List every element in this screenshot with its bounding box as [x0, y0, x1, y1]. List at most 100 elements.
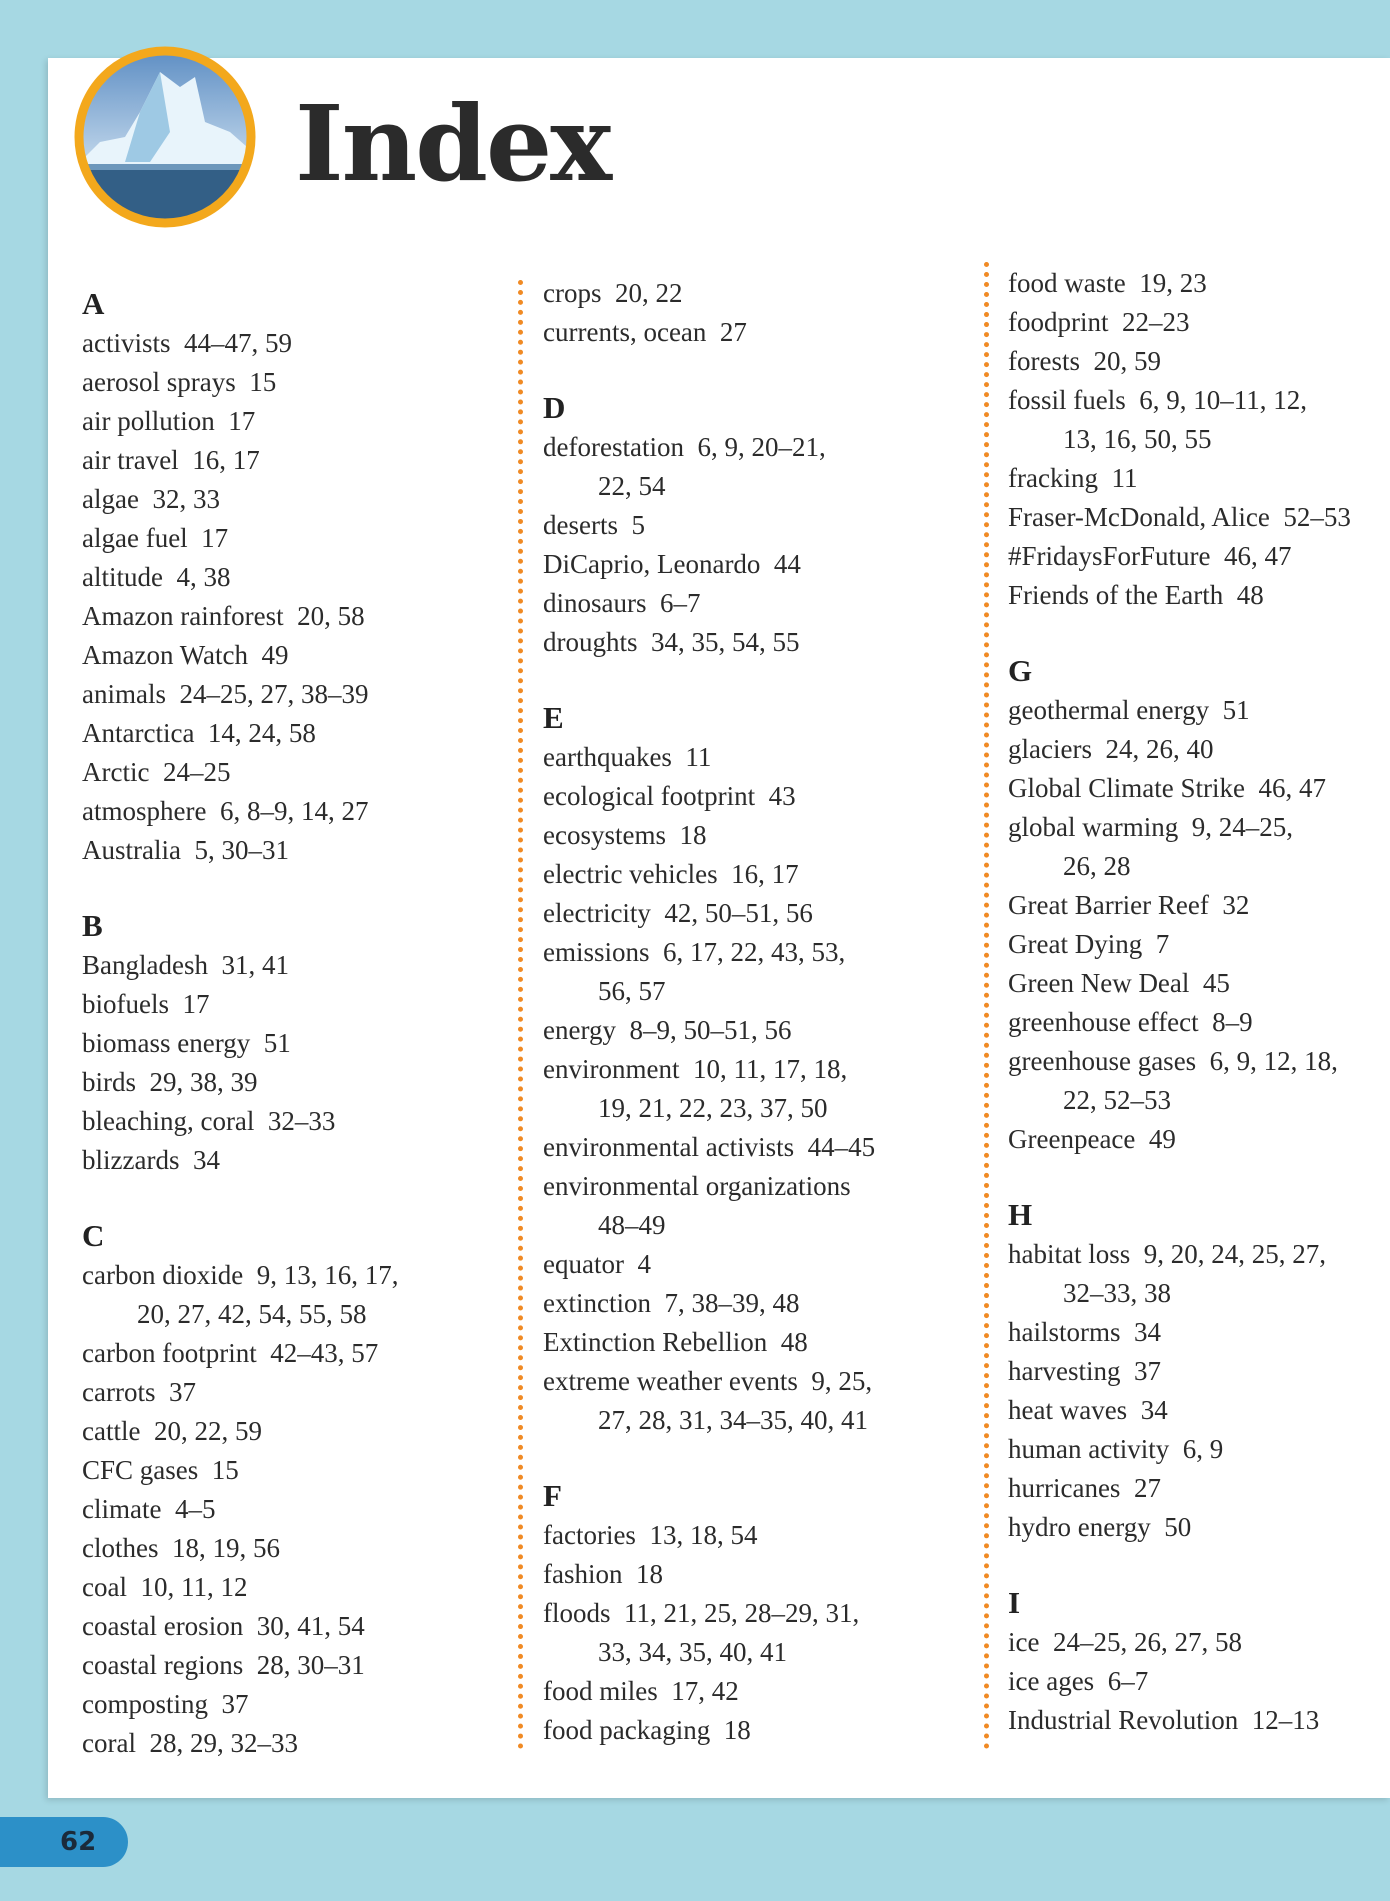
entry-continuation: 22, 52–53: [1063, 1085, 1171, 1115]
entry-continuation: 56, 57: [598, 976, 666, 1006]
index-entry: Amazon rainforest 20, 58: [82, 597, 398, 636]
entry-line: blizzards 34: [82, 1145, 220, 1175]
entry-line: fracking 11: [1008, 463, 1138, 493]
entry-line: carrots 37: [82, 1377, 196, 1407]
index-entry: coal 10, 11, 12: [82, 1568, 398, 1607]
entry-line: clothes 18, 19, 56: [82, 1533, 280, 1563]
entry-line: fossil fuels 6, 9, 10–11, 12,: [1008, 385, 1307, 415]
entry-line: Great Dying 7: [1008, 929, 1170, 959]
entry-line: Bangladesh 31, 41: [82, 950, 289, 980]
index-entry: altitude 4, 38: [82, 558, 398, 597]
column-divider: [518, 280, 523, 1750]
index-entry: food miles 17, 42: [543, 1672, 875, 1711]
entry-line: earthquakes 11: [543, 742, 712, 772]
entry-line: hydro energy 50: [1008, 1512, 1192, 1542]
index-entry: algae fuel 17: [82, 519, 398, 558]
index-entry: biofuels 17: [82, 985, 398, 1024]
entry-continuation: 13, 16, 50, 55: [1063, 424, 1212, 454]
section-letter: I: [1008, 1585, 1021, 1620]
index-entry: Great Barrier Reef 32: [1008, 886, 1351, 925]
entry-line: glaciers 24, 26, 40: [1008, 734, 1214, 764]
index-entry: human activity 6, 9: [1008, 1430, 1351, 1469]
index-entry: cattle 20, 22, 59: [82, 1412, 398, 1451]
entry-continuation: 32–33, 38: [1063, 1278, 1171, 1308]
index-entry: birds 29, 38, 39: [82, 1063, 398, 1102]
entry-line: ice 24–25, 26, 27, 58: [1008, 1627, 1242, 1657]
entry-line: food waste 19, 23: [1008, 268, 1207, 298]
entry-line: energy 8–9, 50–51, 56: [543, 1015, 792, 1045]
entry-line: crops 20, 22: [543, 278, 683, 308]
entry-line: atmosphere 6, 8–9, 14, 27: [82, 796, 369, 826]
entry-line: coastal regions 28, 30–31: [82, 1650, 365, 1680]
entry-line: ecosystems 18: [543, 820, 707, 850]
entry-line: human activity 6, 9: [1008, 1434, 1224, 1464]
entry-line: DiCaprio, Leonardo 44: [543, 549, 801, 579]
index-entry: blizzards 34: [82, 1141, 398, 1180]
index-entry: glaciers 24, 26, 40: [1008, 730, 1351, 769]
index-entry: heat waves 34: [1008, 1391, 1351, 1430]
section-letter: D: [543, 390, 566, 425]
entry-line: Great Barrier Reef 32: [1008, 890, 1250, 920]
section-letter: C: [82, 1218, 105, 1253]
index-entry: environmental activists 44–45: [543, 1128, 875, 1167]
entry-line: electric vehicles 16, 17: [543, 859, 799, 889]
entry-continuation: 26, 28: [1063, 851, 1131, 881]
entry-line: heat waves 34: [1008, 1395, 1168, 1425]
entry-line: forests 20, 59: [1008, 346, 1161, 376]
index-entry: Industrial Revolution 12–13: [1008, 1701, 1351, 1740]
index-entry: fashion 18: [543, 1555, 875, 1594]
index-entry: Australia 5, 30–31: [82, 831, 398, 870]
index-entry: fracking 11: [1008, 459, 1351, 498]
index-entry: electric vehicles 16, 17: [543, 855, 875, 894]
index-entry: carbon dioxide 9, 13, 16, 17, 20, 27, 42,…: [82, 1256, 398, 1334]
index-entry: #FridaysForFuture 46, 47: [1008, 537, 1351, 576]
entry-line: electricity 42, 50–51, 56: [543, 898, 813, 928]
entry-line: floods 11, 21, 25, 28–29, 31,: [543, 1598, 860, 1628]
index-entry: Friends of the Earth 48: [1008, 576, 1351, 615]
entry-line: extinction 7, 38–39, 48: [543, 1288, 800, 1318]
entry-line: currents, ocean 27: [543, 317, 747, 347]
index-entry: CFC gases 15: [82, 1451, 398, 1490]
index-entry: harvesting 37: [1008, 1352, 1351, 1391]
entry-line: food packaging 18: [543, 1715, 751, 1745]
index-entry: environment 10, 11, 17, 18, 19, 21, 22, 2…: [543, 1050, 875, 1128]
index-entry: food packaging 18: [543, 1711, 875, 1750]
index-entry: Antarctica 14, 24, 58: [82, 714, 398, 753]
entry-continuation: 22, 54: [598, 471, 666, 501]
index-entry: activists 44–47, 59: [82, 324, 398, 363]
entry-line: foodprint 22–23: [1008, 307, 1190, 337]
index-entry: DiCaprio, Leonardo 44: [543, 545, 875, 584]
index-entry: coral 28, 29, 32–33: [82, 1724, 398, 1763]
index-entry: bleaching, coral 32–33: [82, 1102, 398, 1141]
section-letter: G: [1008, 653, 1033, 688]
entry-continuation: 27, 28, 31, 34–35, 40, 41: [598, 1405, 868, 1435]
index-entry: greenhouse gases 6, 9, 12, 18, 22, 52–53: [1008, 1042, 1351, 1120]
index-entry: factories 13, 18, 54: [543, 1516, 875, 1555]
entry-line: #FridaysForFuture 46, 47: [1008, 541, 1292, 571]
index-entry: air pollution 17: [82, 402, 398, 441]
index-entry: food waste 19, 23: [1008, 264, 1351, 303]
entry-line: coastal erosion 30, 41, 54: [82, 1611, 365, 1641]
index-entry: Arctic 24–25: [82, 753, 398, 792]
entry-line: Australia 5, 30–31: [82, 835, 289, 865]
entry-continuation: 19, 21, 22, 23, 37, 50: [598, 1093, 828, 1123]
entry-line: greenhouse effect 8–9: [1008, 1007, 1253, 1037]
entry-line: activists 44–47, 59: [82, 328, 292, 358]
index-entry: geothermal energy 51: [1008, 691, 1351, 730]
iceberg-icon: [74, 46, 256, 228]
entry-line: composting 37: [82, 1689, 249, 1719]
entry-line: Industrial Revolution 12–13: [1008, 1705, 1320, 1735]
index-entry: aerosol sprays 15: [82, 363, 398, 402]
index-entry: Green New Deal 45: [1008, 964, 1351, 1003]
page-title: Index: [295, 82, 612, 205]
column-divider: [984, 262, 989, 1750]
entry-line: deforestation 6, 9, 20–21,: [543, 432, 826, 462]
index-entry: algae 32, 33: [82, 480, 398, 519]
entry-line: factories 13, 18, 54: [543, 1520, 758, 1550]
index-entry: dinosaurs 6–7: [543, 584, 875, 623]
index-entry: ice ages 6–7: [1008, 1662, 1351, 1701]
page-number: 62: [60, 1827, 97, 1857]
